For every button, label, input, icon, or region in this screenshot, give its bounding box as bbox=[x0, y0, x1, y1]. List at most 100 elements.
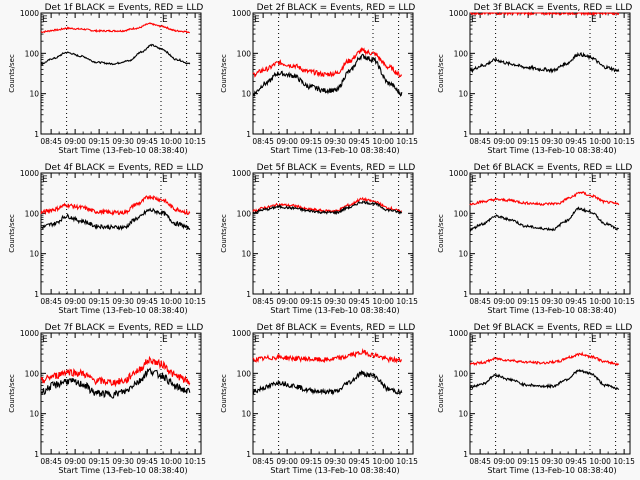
panel-8: Det 8f BLACK = Events, RED = LLD 1 10 100 10… bbox=[220, 323, 418, 475]
y-tick-label: 10 bbox=[241, 410, 251, 419]
x-tick-label: 09:00 bbox=[276, 137, 298, 146]
y-tick-label: 1000 bbox=[232, 329, 251, 338]
series-events-line bbox=[252, 53, 403, 98]
series-events-line bbox=[40, 43, 191, 66]
y-tick-label: 1000 bbox=[232, 169, 251, 178]
y-axis-label: Counts/sec bbox=[220, 374, 228, 413]
y-tick-label: 100 bbox=[454, 49, 469, 58]
panel-title: Det 9f BLACK = Events, RED = LLD bbox=[474, 323, 633, 333]
y-tick-label: 1 bbox=[246, 130, 251, 139]
panel-title: Det 8f BLACK = Events, RED = LLD bbox=[257, 323, 416, 333]
x-tick-label: 09:45 bbox=[136, 457, 158, 466]
x-tick-label: 09:15 bbox=[88, 137, 110, 146]
x-axis-label: Start Time (13-Feb-10 08:38:40) bbox=[58, 306, 187, 315]
y-axis-label: Counts/sec bbox=[220, 54, 228, 93]
e-marker: E bbox=[591, 335, 597, 345]
y-axis-label: Counts/sec bbox=[437, 374, 445, 413]
x-tick-label: 10:00 bbox=[589, 297, 611, 306]
series-lld-line bbox=[252, 347, 403, 364]
x-tick-label: 09:45 bbox=[565, 297, 587, 306]
x-tick-label: 08:45 bbox=[469, 297, 491, 306]
series-events-line bbox=[469, 368, 620, 390]
y-axis-label: Counts/sec bbox=[437, 214, 445, 253]
y-tick-label: 10 bbox=[29, 250, 39, 259]
x-axis-label: Start Time (13-Feb-10 08:38:40) bbox=[58, 146, 187, 155]
e-marker: E bbox=[254, 175, 260, 185]
panel-4: Det 4f BLACK = Events, RED = LLD 1 10 100 10… bbox=[8, 163, 206, 315]
panel-9: Det 9f BLACK = Events, RED = LLD 1 10 100 10… bbox=[437, 323, 635, 475]
x-tick-label: 09:15 bbox=[517, 297, 539, 306]
panel-title: Det 6f BLACK = Events, RED = LLD bbox=[474, 163, 633, 173]
x-tick-label: 10:15 bbox=[184, 297, 206, 306]
x-tick-label: 09:15 bbox=[517, 457, 539, 466]
panel-title: Det 5f BLACK = Events, RED = LLD bbox=[257, 163, 416, 173]
series-lld-line bbox=[469, 351, 620, 366]
x-tick-label: 10:00 bbox=[372, 457, 394, 466]
x-tick-label: 10:00 bbox=[160, 457, 182, 466]
x-tick-label: 08:45 bbox=[252, 457, 274, 466]
series-events-line bbox=[252, 200, 403, 216]
e-marker: E bbox=[42, 335, 48, 345]
x-tick-label: 10:15 bbox=[396, 137, 418, 146]
x-tick-label: 09:30 bbox=[112, 137, 134, 146]
y-tick-label: 1000 bbox=[20, 169, 39, 178]
series-lld-line bbox=[470, 11, 620, 17]
x-tick-label: 09:00 bbox=[64, 457, 86, 466]
series-events-line bbox=[40, 207, 191, 231]
y-tick-label: 1000 bbox=[20, 329, 39, 338]
e-marker: E bbox=[162, 335, 168, 345]
x-tick-label: 10:15 bbox=[613, 457, 635, 466]
plot-frame bbox=[469, 172, 631, 295]
x-tick-label: 10:00 bbox=[589, 137, 611, 146]
e-marker: E bbox=[471, 15, 477, 25]
y-tick-label: 100 bbox=[454, 369, 469, 378]
series-lld-line bbox=[469, 191, 620, 206]
panel-3: Det 3f BLACK = Events, RED = LLD 1 10 100 10… bbox=[437, 3, 635, 155]
series-events-line bbox=[40, 367, 191, 399]
e-marker: E bbox=[374, 175, 380, 185]
x-tick-label: 09:00 bbox=[276, 457, 298, 466]
y-tick-label: 10 bbox=[458, 90, 468, 99]
panel-title: Det 2f BLACK = Events, RED = LLD bbox=[257, 3, 416, 13]
e-marker: E bbox=[591, 15, 597, 25]
y-axis-label: Counts/sec bbox=[437, 54, 445, 93]
y-tick-label: 100 bbox=[237, 49, 252, 58]
y-tick-label: 10 bbox=[458, 250, 468, 259]
x-tick-label: 10:00 bbox=[160, 137, 182, 146]
x-axis-label: Start Time (13-Feb-10 08:38:40) bbox=[487, 306, 616, 315]
y-tick-label: 100 bbox=[237, 209, 252, 218]
x-tick-label: 09:15 bbox=[300, 297, 322, 306]
x-tick-label: 10:00 bbox=[160, 297, 182, 306]
x-tick-label: 09:15 bbox=[300, 137, 322, 146]
y-tick-label: 1 bbox=[463, 290, 468, 299]
e-marker: E bbox=[162, 15, 168, 25]
y-tick-label: 1000 bbox=[449, 329, 468, 338]
x-tick-label: 08:45 bbox=[469, 137, 491, 146]
x-tick-label: 09:00 bbox=[493, 457, 515, 466]
series-events-line bbox=[469, 51, 620, 74]
x-axis-label: Start Time (13-Feb-10 08:38:40) bbox=[270, 466, 399, 475]
x-tick-label: 10:15 bbox=[184, 137, 206, 146]
y-tick-label: 1000 bbox=[20, 9, 39, 18]
e-marker: E bbox=[42, 175, 48, 185]
x-tick-label: 09:00 bbox=[64, 137, 86, 146]
y-axis-label: Counts/sec bbox=[8, 374, 16, 413]
y-tick-label: 10 bbox=[458, 410, 468, 419]
x-tick-label: 09:30 bbox=[541, 297, 563, 306]
x-tick-label: 09:30 bbox=[112, 457, 134, 466]
x-tick-label: 09:45 bbox=[348, 297, 370, 306]
y-tick-label: 1 bbox=[246, 290, 251, 299]
x-tick-label: 09:45 bbox=[136, 137, 158, 146]
y-tick-label: 100 bbox=[25, 369, 40, 378]
series-lld-line bbox=[40, 355, 191, 388]
x-tick-label: 10:15 bbox=[613, 137, 635, 146]
x-tick-label: 09:30 bbox=[324, 457, 346, 466]
x-axis-label: Start Time (13-Feb-10 08:38:40) bbox=[487, 466, 616, 475]
y-tick-label: 10 bbox=[241, 250, 251, 259]
y-tick-label: 1 bbox=[34, 130, 39, 139]
x-tick-label: 09:30 bbox=[112, 297, 134, 306]
plot-frame bbox=[469, 332, 631, 455]
x-tick-label: 09:00 bbox=[493, 297, 515, 306]
y-tick-label: 1 bbox=[463, 450, 468, 459]
